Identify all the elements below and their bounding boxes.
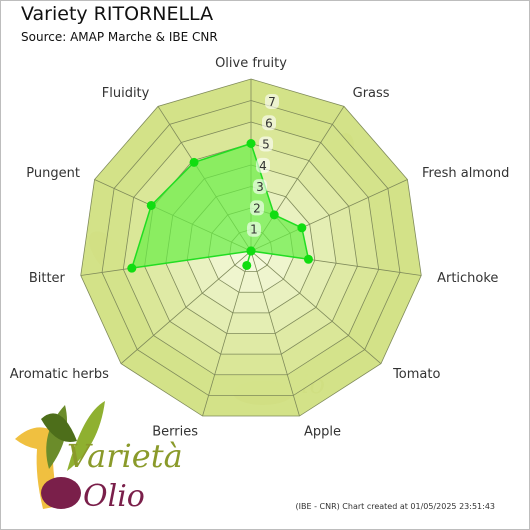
tick-label-2: 2 xyxy=(253,201,261,215)
tick-bg-2 xyxy=(250,200,265,216)
axis-label-artichoke: Artichoke xyxy=(437,271,498,286)
tick-label-6: 6 xyxy=(265,116,273,130)
axis-label-pungent: Pungent xyxy=(26,166,80,181)
logo-word-1: Varietà xyxy=(67,437,183,475)
data-point-7[interactable] xyxy=(246,246,256,256)
logo-word-2: Olio xyxy=(83,479,145,514)
data-point-3[interactable] xyxy=(303,254,313,264)
axis-label-aromatic-herbs: Aromatic herbs xyxy=(10,367,109,382)
data-point-2[interactable] xyxy=(297,223,307,233)
data-point-8[interactable] xyxy=(127,263,137,273)
spoke-5 xyxy=(250,250,300,417)
chart-subtitle: Source: AMAP Marche & IBE CNR xyxy=(21,30,218,44)
radar-axis-labels: Olive fruity Grass Fresh almond Artichoke To… xyxy=(10,56,510,439)
tick-label-5: 5 xyxy=(262,138,270,152)
tick-label-7: 7 xyxy=(268,95,276,109)
tick-bg-4 xyxy=(256,157,271,173)
radar-series xyxy=(127,139,313,273)
data-point-0[interactable] xyxy=(246,139,256,148)
chart-title: Variety RITORNELLA xyxy=(21,3,214,25)
axis-label-berries: Berries xyxy=(152,424,198,439)
tick-bg-5 xyxy=(259,136,274,152)
data-point-1[interactable] xyxy=(269,210,279,220)
spoke-7 xyxy=(120,250,252,364)
axis-label-fresh-almond: Fresh almond xyxy=(422,166,509,181)
tick-label-3: 3 xyxy=(256,180,264,194)
tick-label-4: 4 xyxy=(259,159,267,173)
axis-label-bitter: Bitter xyxy=(29,271,66,286)
tick-bg-3 xyxy=(253,179,268,195)
axis-label-grass: Grass xyxy=(353,86,390,101)
variety-olio-logo: Varietà Olio xyxy=(15,401,183,514)
data-point-6[interactable] xyxy=(242,260,252,270)
axis-label-apple: Apple xyxy=(304,424,341,439)
chart-footer: (IBE - CNR) Chart created at 01/05/2025 … xyxy=(295,502,496,511)
spoke-4 xyxy=(250,250,382,364)
radar-tick-labels: 1 2 3 4 5 6 7 xyxy=(247,93,280,237)
axis-label-olive-fruity: Olive fruity xyxy=(215,56,287,71)
tick-label-1: 1 xyxy=(250,223,258,237)
data-point-9[interactable] xyxy=(146,200,156,210)
tick-bg-1 xyxy=(247,221,262,237)
spoke-6 xyxy=(202,250,252,417)
tick-bg-7 xyxy=(265,93,280,109)
tick-bg-6 xyxy=(262,115,277,131)
axis-label-fluidity: Fluidity xyxy=(102,86,150,101)
axis-label-tomato: Tomato xyxy=(392,367,440,382)
data-point-10[interactable] xyxy=(189,157,199,167)
